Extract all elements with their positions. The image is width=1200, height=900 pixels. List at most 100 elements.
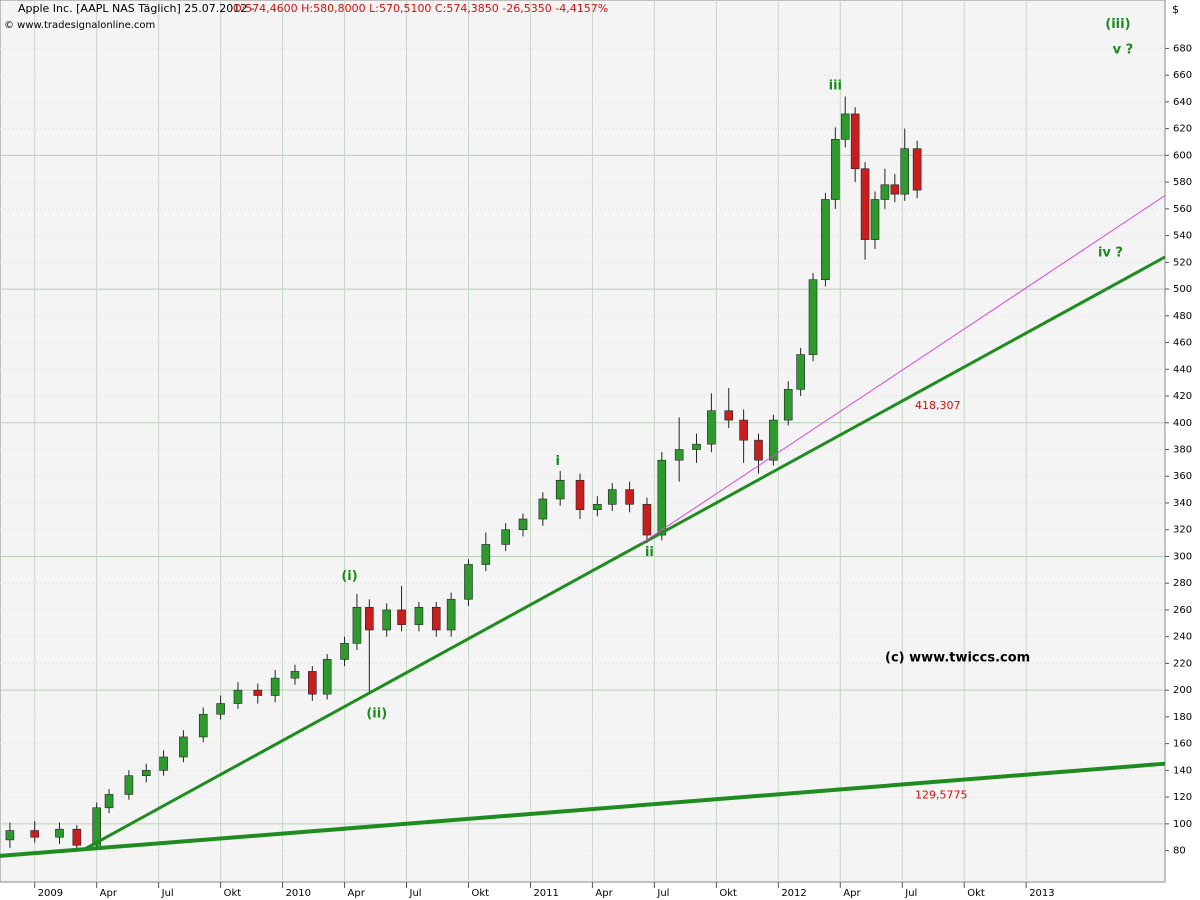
candle-body <box>555 479 565 500</box>
trendline-label: 418,307 <box>915 399 961 412</box>
wave-label: i <box>555 454 559 469</box>
y-tick-label: 140 <box>1173 765 1192 776</box>
y-tick-label: 460 <box>1173 338 1192 349</box>
wave-label: (ii) <box>366 707 387 722</box>
y-tick-label: 480 <box>1173 311 1192 322</box>
candle-body <box>538 498 548 520</box>
x-tick-label: Okt <box>967 888 985 899</box>
y-tick-label: 600 <box>1173 150 1192 161</box>
candle-body <box>159 756 168 771</box>
x-tick-label: Apr <box>348 888 366 899</box>
y-tick-label: 580 <box>1173 177 1192 188</box>
candle-body <box>593 504 602 510</box>
plot-area <box>0 0 1166 883</box>
candle-body <box>446 598 456 631</box>
watermark: (c) www.twiccs.com <box>885 651 1030 666</box>
candle-body <box>739 419 748 441</box>
x-tick-label: Apr <box>843 888 861 899</box>
x-tick-label: Apr <box>100 888 118 899</box>
candle-body <box>382 609 391 631</box>
candle-body <box>322 659 332 695</box>
candle-body <box>900 148 910 195</box>
candle-body <box>870 199 880 240</box>
x-tick-label: Apr <box>595 888 613 899</box>
y-tick-label: 340 <box>1173 498 1192 509</box>
candle-body <box>769 419 778 461</box>
candle-body <box>72 828 82 846</box>
y-tick-label: 640 <box>1173 97 1192 108</box>
candle-body <box>783 389 793 421</box>
y-tick-label: 220 <box>1173 658 1192 669</box>
candle-body <box>5 830 15 841</box>
candle-body <box>198 713 208 738</box>
source: © www.tradesignalonline.com <box>4 20 155 31</box>
candle-body <box>831 139 840 200</box>
y-tick-label: 280 <box>1173 578 1192 589</box>
trendline <box>83 255 1166 851</box>
candle-body <box>625 489 634 505</box>
x-tick-label: 2009 <box>38 888 63 899</box>
x-tick-label: Jul <box>161 888 174 899</box>
x-tick-label: Okt <box>224 888 242 899</box>
x-tick-label: Okt <box>471 888 489 899</box>
currency-icon[interactable]: $ <box>1172 3 1179 16</box>
candle-body <box>642 504 652 536</box>
x-tick-label: 2011 <box>533 888 558 899</box>
candle-body <box>365 606 374 631</box>
candle-body <box>657 459 667 536</box>
candle-body <box>501 529 510 545</box>
candle-body <box>912 148 922 191</box>
y-tick-label: 80 <box>1173 846 1186 857</box>
x-tick-label: 2012 <box>781 888 806 899</box>
candle-body <box>518 518 528 531</box>
y-tick-label: 300 <box>1173 551 1192 562</box>
candle-body <box>233 689 243 704</box>
candle-body <box>890 184 900 195</box>
wave-label: v ? <box>1113 42 1134 57</box>
candle-body <box>270 677 280 696</box>
candle-body <box>808 279 818 355</box>
y-tick-label: 160 <box>1173 739 1192 750</box>
y-tick-label: 520 <box>1173 257 1192 268</box>
candle-body <box>352 606 362 644</box>
wave-label: (iii) <box>1105 17 1130 32</box>
candle-body <box>674 449 684 461</box>
candle-body <box>607 489 617 505</box>
y-tick-label: 500 <box>1173 284 1192 295</box>
candle-body <box>92 807 101 846</box>
header-quote: O:574,4600 H:580,8000 L:570,5100 C:574,3… <box>233 2 608 15</box>
y-tick-label: 540 <box>1173 231 1192 242</box>
x-tick-label: Jul <box>904 888 917 899</box>
trendline <box>641 195 1166 544</box>
candle-body <box>840 113 850 140</box>
wave-label: iv ? <box>1098 245 1123 260</box>
candle-body <box>575 479 585 510</box>
grid <box>0 0 1165 882</box>
y-tick-label: 560 <box>1173 204 1192 215</box>
trendline-label: 129,5775 <box>915 788 968 801</box>
y-tick-label: 120 <box>1173 792 1192 803</box>
y-tick-label: 660 <box>1173 70 1192 81</box>
candle-body <box>30 830 40 838</box>
marks <box>0 96 1166 858</box>
candle-body <box>860 168 870 240</box>
candle-body <box>481 544 491 565</box>
y-tick-label: 420 <box>1173 391 1192 402</box>
x-tick-label: Jul <box>409 888 422 899</box>
candle-body <box>754 439 763 461</box>
wave-label: iii <box>829 78 842 93</box>
candle-body <box>124 775 134 795</box>
y-tick-label: 180 <box>1173 712 1192 723</box>
y-tick-label: 200 <box>1173 685 1192 696</box>
candle-body <box>724 410 734 421</box>
x-tick-label: Okt <box>719 888 737 899</box>
x-tick-label: Jul <box>656 888 669 899</box>
wave-label: ii <box>645 545 654 560</box>
y-tick-label: 360 <box>1173 471 1192 482</box>
x-tick-label: 2010 <box>286 888 311 899</box>
header-title: Apple Inc. [AAPL NAS Täglich] 25.07.2012… <box>18 2 255 15</box>
y-tick-label: 400 <box>1173 418 1192 429</box>
candle-body <box>821 199 830 281</box>
candle-body <box>414 606 424 625</box>
